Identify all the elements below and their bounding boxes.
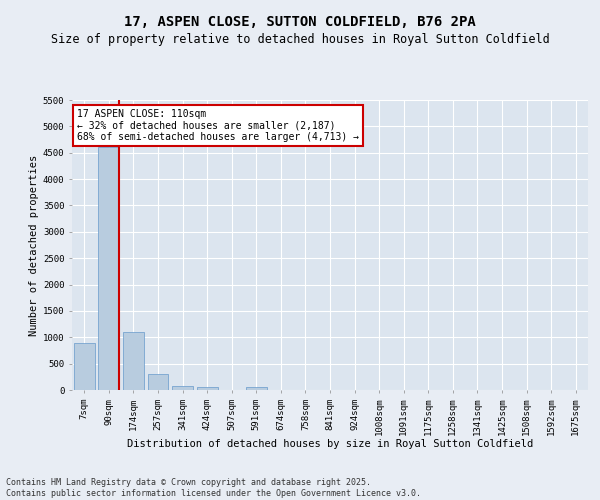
Y-axis label: Number of detached properties: Number of detached properties	[29, 154, 38, 336]
Bar	[123, 332, 144, 390]
Bar	[74, 342, 95, 390]
Text: Size of property relative to detached houses in Royal Sutton Coldfield: Size of property relative to detached ho…	[50, 32, 550, 46]
Bar	[246, 388, 267, 390]
Bar	[172, 386, 193, 390]
Bar	[197, 387, 218, 390]
Text: 17, ASPEN CLOSE, SUTTON COLDFIELD, B76 2PA: 17, ASPEN CLOSE, SUTTON COLDFIELD, B76 2…	[124, 15, 476, 29]
X-axis label: Distribution of detached houses by size in Royal Sutton Coldfield: Distribution of detached houses by size …	[127, 440, 533, 450]
Text: Contains HM Land Registry data © Crown copyright and database right 2025.
Contai: Contains HM Land Registry data © Crown c…	[6, 478, 421, 498]
Bar	[148, 374, 169, 390]
Text: 17 ASPEN CLOSE: 110sqm
← 32% of detached houses are smaller (2,187)
68% of semi-: 17 ASPEN CLOSE: 110sqm ← 32% of detached…	[77, 108, 359, 142]
Bar	[98, 148, 119, 390]
